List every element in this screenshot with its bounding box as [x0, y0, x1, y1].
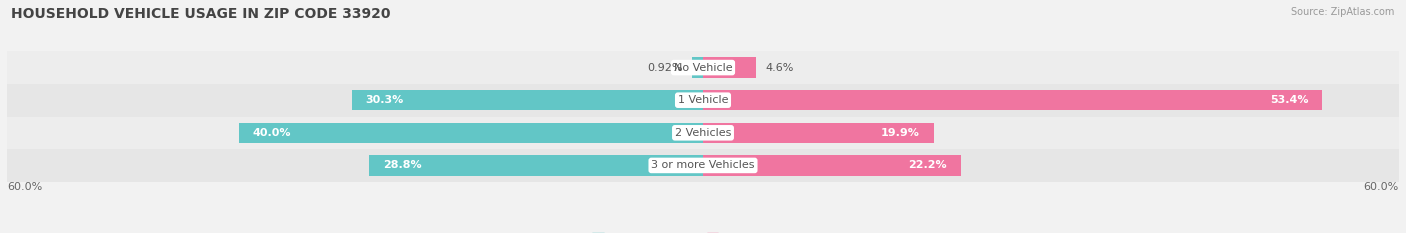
Bar [7, 116, 1399, 149]
Text: 28.8%: 28.8% [382, 161, 422, 170]
Text: 4.6%: 4.6% [766, 63, 794, 72]
Bar [7, 84, 1399, 116]
Text: 60.0%: 60.0% [1364, 182, 1399, 192]
Bar [703, 58, 756, 78]
Text: 40.0%: 40.0% [253, 128, 291, 138]
Bar [239, 123, 703, 143]
Bar [703, 123, 934, 143]
Text: 3 or more Vehicles: 3 or more Vehicles [651, 161, 755, 170]
Text: 53.4%: 53.4% [1270, 95, 1309, 105]
Text: HOUSEHOLD VEHICLE USAGE IN ZIP CODE 33920: HOUSEHOLD VEHICLE USAGE IN ZIP CODE 3392… [11, 7, 391, 21]
Text: Source: ZipAtlas.com: Source: ZipAtlas.com [1291, 7, 1395, 17]
Bar [703, 155, 960, 175]
Bar [368, 155, 703, 175]
Text: 19.9%: 19.9% [882, 128, 920, 138]
Bar [703, 90, 1323, 110]
Text: 60.0%: 60.0% [7, 182, 42, 192]
Text: 2 Vehicles: 2 Vehicles [675, 128, 731, 138]
Bar [352, 90, 703, 110]
Text: No Vehicle: No Vehicle [673, 63, 733, 72]
Text: 1 Vehicle: 1 Vehicle [678, 95, 728, 105]
Bar [7, 51, 1399, 84]
Bar [7, 149, 1399, 182]
Text: 30.3%: 30.3% [366, 95, 404, 105]
Bar [692, 58, 703, 78]
Text: 22.2%: 22.2% [908, 161, 946, 170]
Legend: Owner-occupied, Renter-occupied: Owner-occupied, Renter-occupied [588, 229, 818, 233]
Text: 0.92%: 0.92% [648, 63, 683, 72]
